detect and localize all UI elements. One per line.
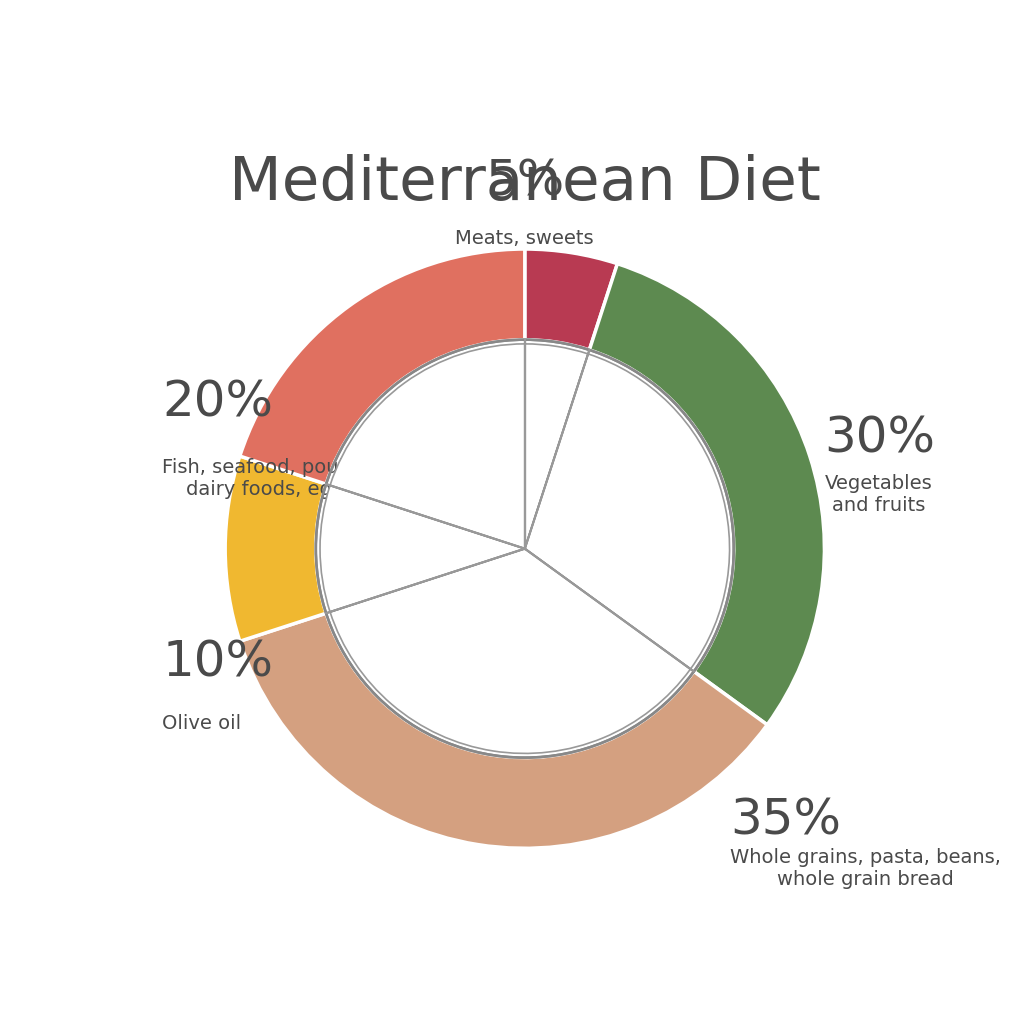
Wedge shape xyxy=(524,354,729,669)
Text: 10%: 10% xyxy=(162,639,273,687)
Wedge shape xyxy=(330,344,524,549)
Text: 30%: 30% xyxy=(824,415,935,462)
Circle shape xyxy=(315,340,734,758)
Wedge shape xyxy=(330,549,690,754)
Text: 20%: 20% xyxy=(162,379,273,426)
Text: Mediterranean Diet: Mediterranean Diet xyxy=(228,155,821,213)
Wedge shape xyxy=(240,249,524,484)
Wedge shape xyxy=(240,613,767,848)
Text: Meats, sweets: Meats, sweets xyxy=(456,229,594,249)
Wedge shape xyxy=(321,485,524,612)
Text: 5%: 5% xyxy=(485,158,564,206)
Text: Whole grains, pasta, beans,
whole grain bread: Whole grains, pasta, beans, whole grain … xyxy=(730,848,1000,889)
Wedge shape xyxy=(524,344,588,549)
Text: 35%: 35% xyxy=(730,797,841,845)
Wedge shape xyxy=(590,264,824,725)
Wedge shape xyxy=(225,456,326,641)
Text: Vegetables
and fruits: Vegetables and fruits xyxy=(824,474,932,515)
Text: Fish, seafood, poultry,
dairy foods, eggs: Fish, seafood, poultry, dairy foods, egg… xyxy=(162,458,378,499)
Wedge shape xyxy=(524,249,617,350)
Text: Olive oil: Olive oil xyxy=(162,715,242,733)
